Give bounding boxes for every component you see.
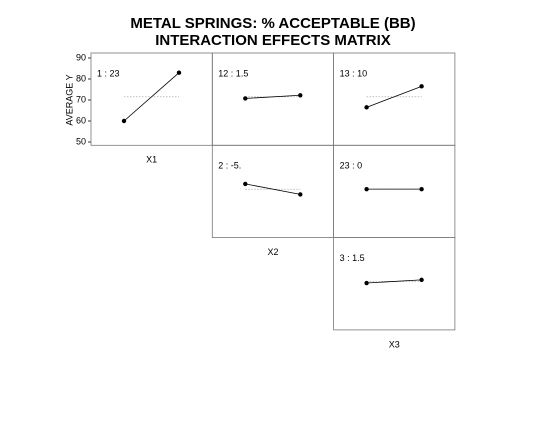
panel-label: 13 : 10	[340, 68, 368, 78]
y-tick-label: 90	[76, 52, 86, 62]
point	[298, 192, 303, 197]
panel-label: 1 : 23	[97, 68, 120, 78]
effect-line	[366, 279, 422, 284]
x-axis-label: X1	[146, 155, 157, 165]
point	[364, 280, 369, 286]
panel-frame	[211, 144, 335, 239]
x-axis-label: X2	[267, 247, 278, 257]
point	[419, 84, 424, 89]
panel-label: 12 : 1.5	[218, 68, 248, 78]
y-axis-label: AVERAGE Y	[64, 74, 74, 125]
point	[364, 186, 369, 192]
point	[419, 277, 424, 283]
panel-label: 2 : -5.	[218, 161, 241, 171]
point	[121, 118, 127, 124]
y-tick-label: 80	[76, 73, 86, 83]
x-axis-label: X3	[389, 339, 400, 349]
panel-label: 3 : 1.5	[340, 253, 365, 263]
effect-line	[123, 72, 180, 122]
panel-frame	[333, 144, 456, 239]
y-tick-label: 70	[76, 94, 86, 104]
panel-frame	[211, 52, 335, 146]
point	[364, 105, 369, 110]
panel-frame	[90, 52, 213, 146]
point	[298, 93, 303, 98]
effect-line	[245, 183, 301, 195]
point	[419, 186, 424, 192]
panel-frame	[333, 237, 456, 331]
panel-frame	[333, 52, 456, 146]
effect-line	[245, 94, 301, 99]
chart-title: METAL SPRINGS: % ACCEPTABLE (BB)	[130, 15, 415, 32]
panel-label: 23 : 0	[340, 161, 363, 171]
y-tick-label: 50	[76, 136, 86, 146]
point	[176, 70, 182, 75]
point	[243, 181, 248, 187]
y-tick-label: 60	[76, 115, 86, 125]
effect-line	[366, 85, 422, 108]
point	[243, 96, 248, 101]
chart-title: INTERACTION EFFECTS MATRIX	[155, 32, 391, 49]
